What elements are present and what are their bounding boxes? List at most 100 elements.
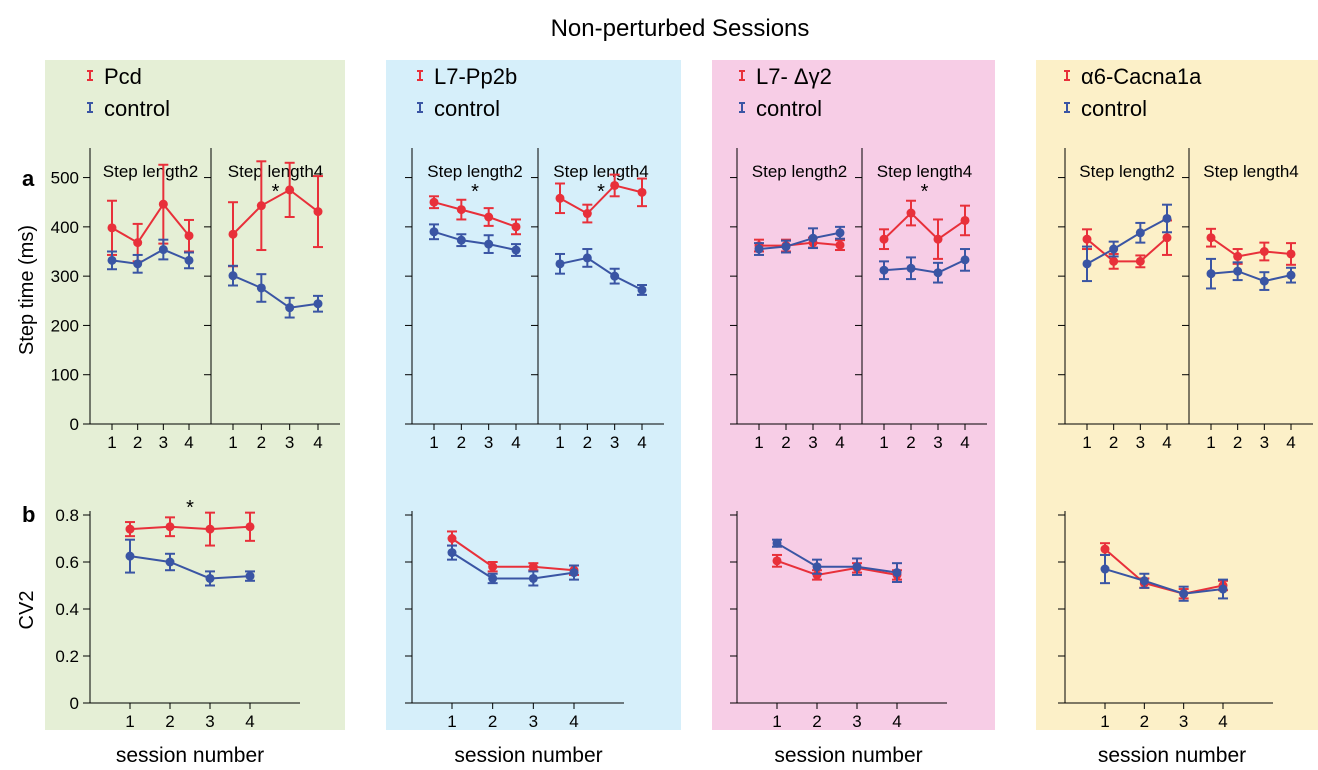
series-2-point-1 [555, 259, 565, 269]
series-2-point-3 [158, 245, 168, 255]
series-2-point-4 [313, 299, 323, 309]
series-2-point-1 [107, 255, 117, 265]
series-1-point-2 [906, 208, 916, 218]
y-tick-label: 0.4 [55, 600, 79, 619]
legend-label-1: α6-Cacna1a [1081, 64, 1202, 89]
group-1-steptime-panel-1: 0 100 200 300 400 500 1 2 3 4 Step length2 [51, 148, 211, 452]
series-1-point-3 [528, 562, 538, 572]
series-1-point-2 [133, 238, 143, 248]
series-1-point-1 [1082, 234, 1092, 244]
legend-label-2: control [1081, 96, 1147, 121]
series-2-point-3 [933, 268, 943, 278]
x-tick-label: 1 [107, 433, 116, 452]
series-2-point-4 [511, 245, 521, 255]
x-tick-label: 2 [133, 433, 142, 452]
x-tick-label: 4 [511, 433, 520, 452]
group-4-background [1036, 60, 1318, 730]
series-2-line [776, 542, 898, 574]
series-1-point-1 [555, 193, 565, 203]
series-2-point-1 [1206, 269, 1216, 279]
x-tick-label: 1 [879, 433, 888, 452]
x-tick-label: 1 [429, 433, 438, 452]
series-2-point-4 [835, 228, 845, 238]
series-2-point-1 [879, 265, 889, 275]
series-1-line [559, 184, 643, 215]
group-1-background [45, 60, 345, 730]
series-1-point-1 [1100, 544, 1110, 554]
series-2-point-1 [447, 548, 457, 558]
x-tick-label: 3 [484, 433, 493, 452]
x-tick-label: 4 [637, 433, 646, 452]
series-1-point-2 [456, 205, 466, 215]
group-3-background [712, 60, 995, 730]
series-1-line [1104, 548, 1224, 595]
series-1-point-4 [184, 231, 194, 241]
x-tick-label: 2 [488, 712, 497, 731]
y-tick-label: 100 [51, 366, 79, 385]
panel-subtitle: Step length2 [427, 162, 522, 181]
x-tick-label: 1 [772, 712, 781, 731]
significance-marker: * [186, 497, 194, 519]
series-2-line [883, 258, 966, 274]
group-1-steptime-panel-2: 1 2 3 4 Step length4* [204, 148, 340, 452]
series-2-point-1 [228, 271, 238, 281]
x-tick-label: 1 [1206, 433, 1215, 452]
x-tick-label: 3 [285, 433, 294, 452]
series-2-point-2 [1109, 244, 1119, 254]
x-tick-label: 4 [1286, 433, 1295, 452]
series-1-point-4 [313, 207, 323, 217]
x-tick-label: 4 [960, 433, 969, 452]
series-2-point-4 [1162, 213, 1172, 223]
y-axis-label-cv2: CV2 [16, 591, 38, 630]
panel-subtitle: Step length2 [103, 162, 198, 181]
series-1-point-3 [1135, 256, 1145, 266]
series-1-point-2 [812, 570, 822, 580]
x-tick-label: 1 [555, 433, 564, 452]
series-2-point-1 [1082, 259, 1092, 269]
x-tick-label: 3 [529, 712, 538, 731]
series-2-point-4 [960, 255, 970, 265]
panel-a-label: a [22, 166, 35, 191]
panel-subtitle: Step length2 [752, 162, 847, 181]
x-tick-label: 1 [447, 712, 456, 731]
significance-marker: * [471, 181, 479, 203]
series-2-point-4 [892, 568, 902, 578]
series-1-point-4 [1286, 249, 1296, 259]
x-tick-label: 3 [1179, 712, 1188, 731]
series-2-point-2 [456, 235, 466, 245]
series-1-line [1086, 236, 1168, 263]
series-2-point-2 [906, 263, 916, 273]
series-2-point-2 [133, 259, 143, 269]
series-2-point-2 [256, 283, 266, 293]
series-2-point-3 [610, 271, 620, 281]
x-tick-label: 3 [852, 712, 861, 731]
series-1-line [433, 201, 517, 228]
x-tick-label: 3 [1260, 433, 1269, 452]
x-tick-label: 3 [933, 433, 942, 452]
series-2-point-4 [1218, 584, 1228, 594]
series-2-point-1 [429, 227, 439, 237]
figure-title: Non-perturbed Sessions [551, 15, 810, 42]
group-2-cv2-panel: 1 2 3 4 [405, 511, 624, 731]
series-1-point-2 [582, 209, 592, 219]
x-tick-label: 1 [1082, 433, 1091, 452]
series-2-line [559, 256, 643, 291]
series-2-point-4 [245, 571, 255, 581]
series-2-point-4 [637, 285, 647, 295]
x-tick-label: 3 [159, 433, 168, 452]
legend-label-1: L7- Δγ2 [756, 64, 832, 89]
y-tick-label: 0.6 [55, 553, 79, 572]
x-tick-label: 3 [808, 433, 817, 452]
series-2-line [111, 248, 190, 265]
series-2-point-2 [1233, 266, 1243, 276]
x-tick-label: 2 [781, 433, 790, 452]
x-tick-label: 2 [257, 433, 266, 452]
x-tick-label: 4 [835, 433, 844, 452]
series-1-line [883, 211, 966, 241]
group-3-steptime-panel-1: 1 2 3 4 Step length2 [730, 148, 862, 452]
series-2-point-3 [528, 573, 538, 583]
group-4-legend: α6-Cacna1a control [1064, 64, 1202, 121]
legend-label-2: control [104, 96, 170, 121]
series-2-point-3 [285, 303, 295, 313]
